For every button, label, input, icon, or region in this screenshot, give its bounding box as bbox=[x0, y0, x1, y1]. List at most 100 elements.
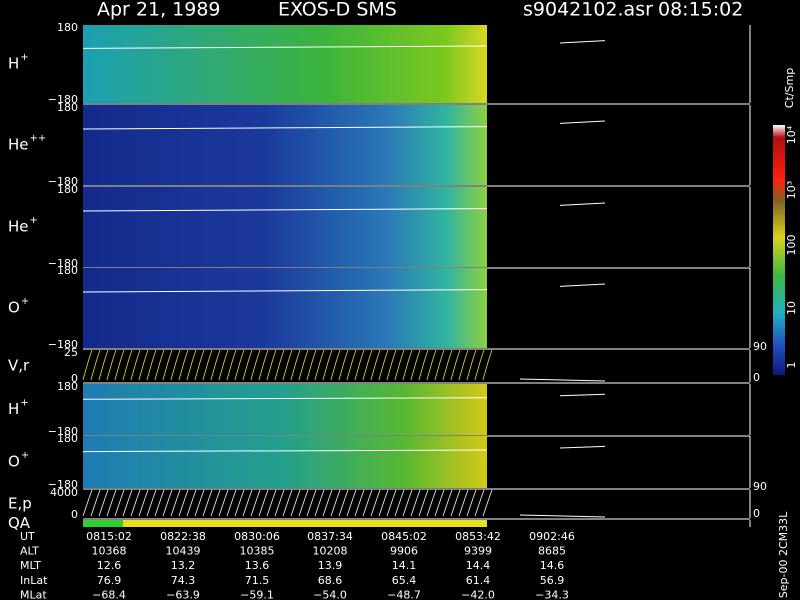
row-label: MLT bbox=[20, 559, 41, 572]
trace bbox=[362, 489, 373, 517]
tick-label: 180 bbox=[57, 21, 78, 34]
cell: 0853:42 bbox=[455, 530, 501, 543]
trace bbox=[218, 349, 229, 381]
trace bbox=[250, 349, 261, 381]
trace bbox=[434, 489, 445, 517]
panel-label: He bbox=[8, 136, 29, 154]
cell: −42.0 bbox=[461, 588, 495, 600]
spectrogram bbox=[83, 25, 487, 103]
trace bbox=[322, 349, 333, 381]
trace bbox=[362, 349, 373, 381]
trace bbox=[138, 489, 149, 517]
trace bbox=[559, 393, 606, 397]
cell: 0902:46 bbox=[529, 530, 575, 543]
cell: 65.4 bbox=[392, 574, 417, 587]
trace bbox=[559, 283, 606, 287]
cell: 12.6 bbox=[97, 559, 122, 572]
cell: 14.6 bbox=[540, 559, 565, 572]
trace bbox=[458, 349, 469, 381]
spectrogram bbox=[83, 268, 487, 348]
trace bbox=[82, 349, 93, 381]
cell: 74.3 bbox=[171, 574, 196, 587]
trace bbox=[559, 120, 606, 124]
cell: 61.4 bbox=[466, 574, 491, 587]
cell: 8685 bbox=[538, 545, 566, 558]
trace bbox=[434, 349, 445, 381]
trace bbox=[82, 289, 488, 293]
colorbar-tick: 100 bbox=[785, 235, 798, 256]
trace bbox=[466, 489, 477, 517]
colorbar-tick: 10⁴ bbox=[785, 125, 798, 144]
trace bbox=[370, 489, 381, 517]
cell: 14.1 bbox=[392, 559, 417, 572]
trace bbox=[378, 349, 389, 381]
trace bbox=[98, 489, 109, 517]
instrument: EXOS-D SMS bbox=[278, 0, 397, 21]
trace bbox=[394, 349, 405, 381]
cell: 13.9 bbox=[318, 559, 343, 572]
trace bbox=[242, 489, 253, 517]
panel-charge: + bbox=[21, 296, 29, 307]
trace bbox=[170, 349, 181, 381]
trace bbox=[354, 489, 365, 517]
trace bbox=[258, 489, 269, 517]
trace bbox=[402, 489, 413, 517]
trace bbox=[170, 489, 181, 517]
cell: −48.7 bbox=[387, 588, 421, 600]
cell: 71.5 bbox=[245, 574, 270, 587]
trace bbox=[234, 349, 245, 381]
trace bbox=[242, 349, 253, 381]
cell: 10368 bbox=[92, 545, 127, 558]
trace bbox=[122, 489, 133, 517]
trace bbox=[354, 349, 365, 381]
trace bbox=[482, 349, 493, 381]
trace bbox=[114, 489, 125, 517]
trace bbox=[130, 489, 141, 517]
trace bbox=[418, 349, 429, 381]
tick-label: 4000 bbox=[50, 486, 78, 499]
trace bbox=[226, 349, 237, 381]
cell: 68.6 bbox=[318, 574, 343, 587]
trace bbox=[194, 489, 205, 517]
trace bbox=[210, 349, 221, 381]
trace bbox=[274, 489, 285, 517]
trace bbox=[330, 489, 341, 517]
trace bbox=[519, 378, 606, 382]
trace bbox=[138, 349, 149, 381]
spectrogram bbox=[83, 105, 487, 185]
trace bbox=[82, 126, 488, 130]
trace bbox=[266, 349, 277, 381]
panel-charge: ++ bbox=[30, 133, 47, 144]
tick-label: 180 bbox=[57, 432, 78, 445]
panel-label: E,p bbox=[8, 495, 32, 513]
cell: 13.2 bbox=[171, 559, 196, 572]
trace bbox=[559, 40, 606, 44]
trace bbox=[106, 489, 117, 517]
spectrogram bbox=[83, 436, 487, 488]
tick-label: 0 bbox=[753, 507, 760, 520]
trace bbox=[330, 349, 341, 381]
trace bbox=[146, 489, 157, 517]
row-label: MLat bbox=[20, 588, 47, 600]
tick-label: 25 bbox=[64, 346, 78, 359]
colorbar-tick: 10 bbox=[785, 301, 798, 315]
trace bbox=[122, 349, 133, 381]
cell: 9399 bbox=[464, 545, 492, 558]
trace bbox=[250, 489, 261, 517]
trace bbox=[426, 489, 437, 517]
panel-label: H bbox=[8, 400, 19, 418]
trace bbox=[338, 349, 349, 381]
trace bbox=[450, 489, 461, 517]
trace bbox=[162, 489, 173, 517]
trace bbox=[82, 397, 488, 400]
date: Apr 21, 1989 bbox=[97, 0, 221, 21]
tick-label: −180 bbox=[48, 478, 78, 491]
cell: 10208 bbox=[313, 545, 348, 558]
trace bbox=[234, 489, 245, 517]
row-label: UT bbox=[20, 530, 35, 543]
panel-charge: + bbox=[20, 52, 28, 63]
trace bbox=[82, 489, 93, 517]
trace bbox=[98, 349, 109, 381]
cell: 56.9 bbox=[540, 574, 565, 587]
trace bbox=[314, 489, 325, 517]
